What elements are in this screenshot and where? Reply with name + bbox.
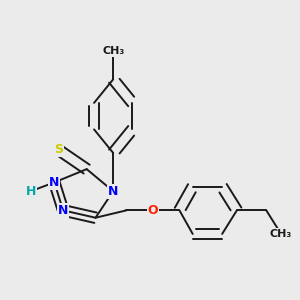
- Text: N: N: [58, 204, 68, 217]
- Text: N: N: [108, 185, 119, 198]
- Text: H: H: [26, 185, 36, 198]
- Text: CH₃: CH₃: [270, 229, 292, 239]
- Text: S: S: [54, 143, 63, 157]
- Text: O: O: [148, 204, 158, 217]
- Text: N: N: [49, 176, 59, 189]
- Text: CH₃: CH₃: [102, 46, 124, 56]
